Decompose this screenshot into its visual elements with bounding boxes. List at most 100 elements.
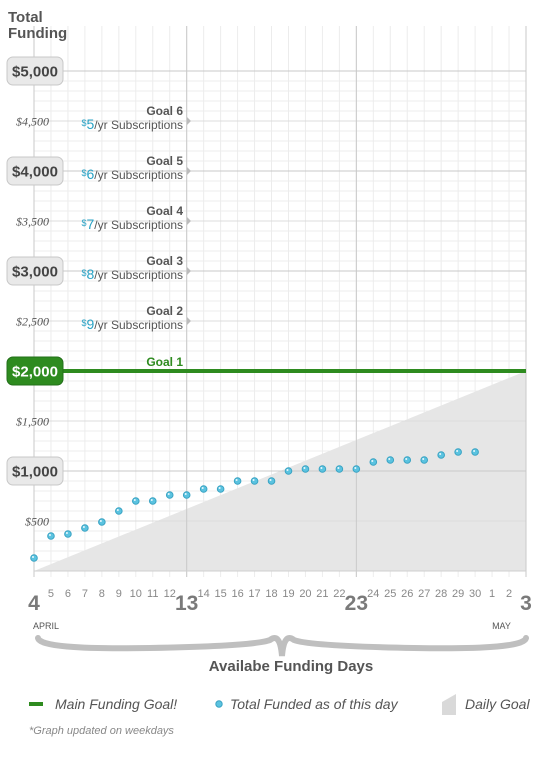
funded-point-highlight	[473, 450, 476, 452]
y-minor-tick-label: $1,500	[16, 415, 49, 429]
funded-point-highlight	[82, 526, 85, 528]
goal-name-label: Goal 4	[146, 204, 183, 218]
funded-point-highlight	[354, 467, 357, 469]
x-day-label: 19	[282, 588, 294, 600]
y-major-tick-label: $1,000	[12, 464, 58, 481]
x-day-label: 9	[116, 588, 122, 600]
goal-price-currency: $	[81, 218, 86, 228]
goal-marker-arrow	[187, 167, 191, 175]
funded-point	[352, 465, 361, 473]
funded-point	[369, 458, 378, 466]
funded-point	[454, 448, 462, 456]
funded-point	[30, 554, 38, 562]
goal-price-label: $8/yr Subscriptions	[81, 266, 183, 282]
funded-point	[216, 485, 225, 493]
x-day-label-major: 4	[28, 592, 40, 615]
y-minor-tick-label: $4,500	[16, 115, 49, 129]
goal-price-suffix: /yr Subscriptions	[94, 318, 183, 332]
x-day-label: 21	[316, 588, 328, 600]
goal-name-label: Goal 5	[146, 154, 183, 168]
funded-point-highlight	[456, 450, 459, 452]
legend-main-goal-label: Main Funding Goal!	[55, 696, 177, 712]
funded-point-highlight	[371, 460, 374, 462]
funded-point	[165, 491, 174, 499]
funded-point-highlight	[337, 467, 340, 469]
x-day-label: 30	[469, 588, 481, 600]
legend-total-funded-label: Total Funded as of this day	[230, 696, 399, 712]
x-axis-title: Availabe Funding Days	[209, 658, 373, 675]
goal-price-currency: $	[81, 168, 86, 178]
y-major-tick-label: $5,000	[12, 64, 58, 81]
goal-price-amount: 6	[87, 166, 95, 182]
funded-point	[420, 456, 429, 464]
funded-point	[471, 448, 479, 456]
funded-point-highlight	[218, 487, 221, 489]
funded-point-highlight	[320, 467, 323, 469]
funded-point-highlight	[388, 458, 391, 460]
update-note: *Graph updated on weekdays	[29, 725, 174, 737]
y-major-tick-label: $4,000	[12, 164, 58, 181]
y-major-tick-label: $3,000	[12, 264, 58, 281]
funded-point-highlight	[133, 499, 136, 501]
funded-point-highlight	[99, 520, 102, 522]
goal-price-suffix: /yr Subscriptions	[94, 268, 183, 282]
funded-point-highlight	[116, 509, 119, 511]
funded-point	[131, 497, 140, 505]
funded-point	[98, 518, 106, 526]
funded-point-highlight	[269, 479, 272, 481]
y-minor-tick-label: $500	[25, 515, 49, 529]
goal-price-suffix: /yr Subscriptions	[94, 168, 183, 182]
funded-point	[233, 477, 242, 485]
goal-price-label: $9/yr Subscriptions	[81, 316, 183, 332]
x-day-label: 14	[198, 588, 210, 600]
y-minor-tick-label: $3,500	[16, 215, 49, 229]
funded-point-highlight	[48, 534, 51, 536]
x-day-label: 5	[48, 588, 54, 600]
goal-price-amount: 5	[87, 116, 95, 132]
x-day-label: 17	[248, 588, 260, 600]
x-day-label: 26	[401, 588, 413, 600]
legend-daily-goal-label: Daily Goal	[465, 696, 530, 712]
x-day-label: 7	[82, 588, 88, 600]
x-day-label: 11	[147, 588, 158, 600]
y-major-tick-box	[6, 56, 64, 86]
goal-name-label: Goal 3	[146, 254, 183, 268]
major-gridlines	[33, 26, 527, 577]
x-day-label: 22	[333, 588, 345, 600]
funded-point-highlight	[303, 467, 306, 469]
x-day-label: 28	[435, 588, 447, 600]
funded-point-highlight	[235, 479, 238, 481]
funded-point	[199, 485, 208, 493]
main-goal-tick-label: $2,000	[12, 364, 58, 381]
funded-point	[81, 524, 89, 532]
funded-point	[267, 477, 276, 485]
y-major-tick-box	[6, 256, 64, 286]
goal-price-amount: 7	[87, 216, 95, 232]
funded-point	[250, 477, 259, 485]
funded-point-highlight	[184, 493, 187, 495]
funded-point	[386, 456, 395, 464]
x-day-label: 1	[489, 588, 495, 600]
month-labels: APRIL MAY	[33, 621, 511, 631]
goal-price-label: $5/yr Subscriptions	[81, 116, 183, 132]
funded-point-highlight	[150, 499, 153, 501]
goal-marker-arrow	[187, 217, 191, 225]
funded-point	[301, 465, 310, 473]
x-day-label: 12	[164, 588, 176, 600]
legend-daily-goal-swatch	[442, 694, 456, 715]
goal-price-amount: 9	[87, 316, 95, 332]
funded-point	[64, 530, 72, 538]
x-day-label: 27	[418, 588, 430, 600]
goal-price-suffix: /yr Subscriptions	[94, 218, 183, 232]
goal-price-suffix: /yr Subscriptions	[94, 118, 183, 132]
x-day-label: 8	[99, 588, 105, 600]
funded-point	[284, 467, 293, 475]
x-day-label: 15	[214, 588, 226, 600]
funded-point-highlight	[286, 469, 289, 471]
x-day-label-major: 13	[175, 592, 198, 615]
x-day-label: 25	[384, 588, 396, 600]
funded-point-highlight	[405, 458, 408, 460]
funded-point-highlight	[252, 479, 255, 481]
x-day-label: 18	[265, 588, 277, 600]
